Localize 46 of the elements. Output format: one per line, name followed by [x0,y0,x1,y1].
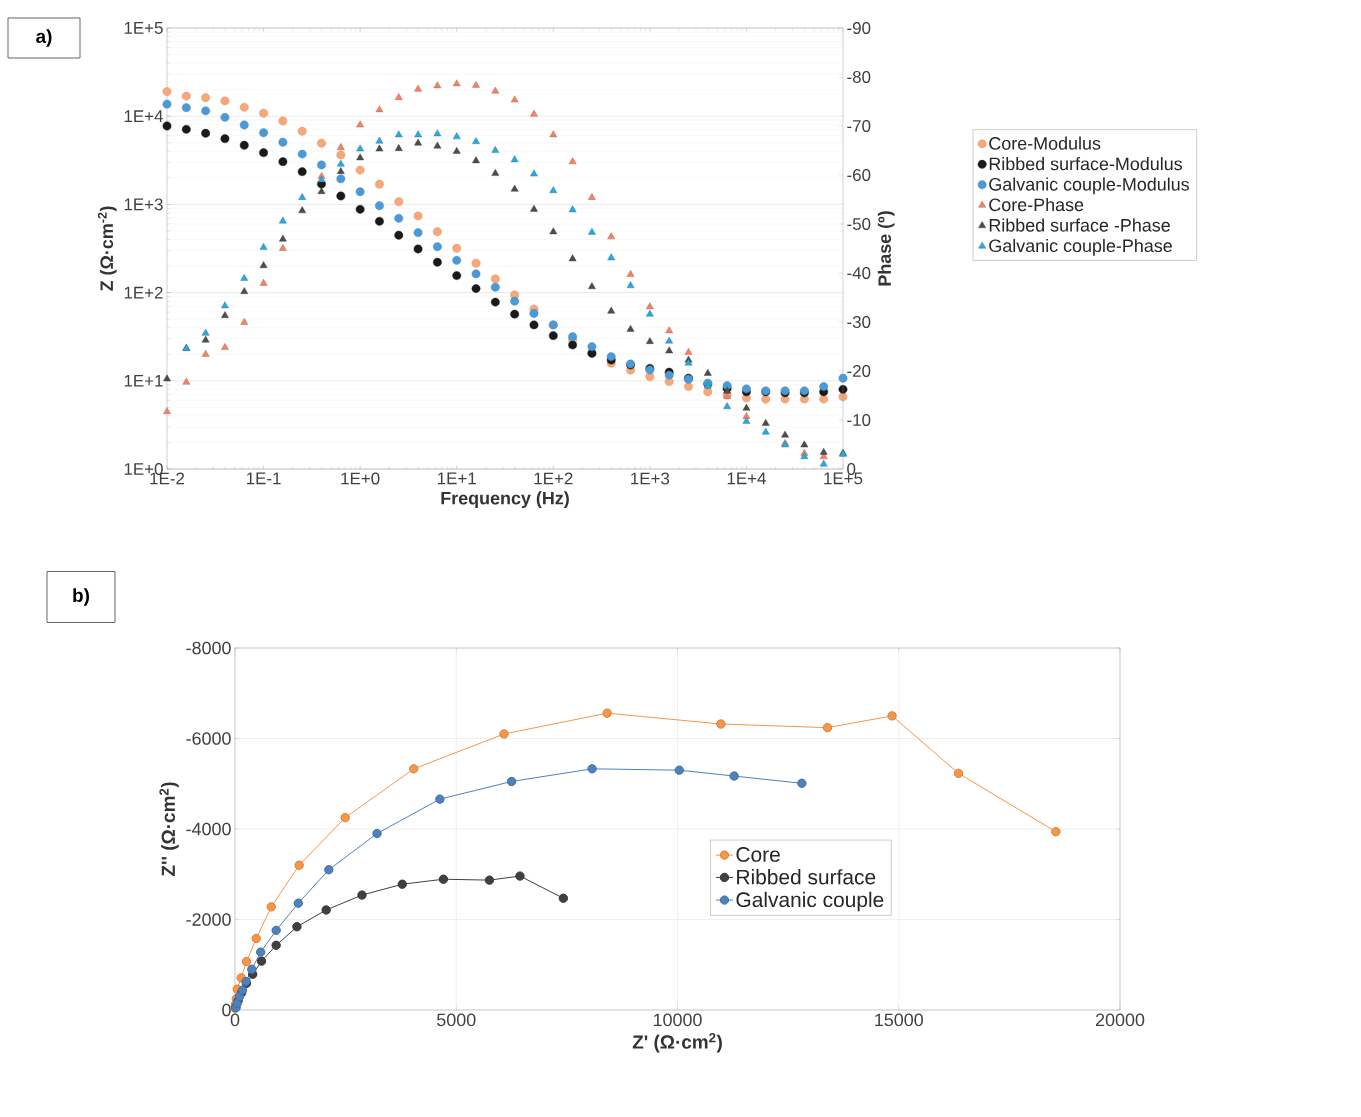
y2-tick-label: -40 [847,267,871,279]
text: a) [36,29,52,47]
y2-tick-label: -20 [847,365,871,377]
y-tick-label: -6000 [186,732,231,745]
legend-label: Ribbed surface-Modulus [989,157,1183,171]
legend-label: Core-Modulus [989,136,1101,150]
x-tick-label: 20000 [1095,1013,1145,1027]
x-axis-title: Frequency (Hz) [441,491,569,509]
legend-label: Galvanic couple-Phase [989,238,1172,256]
x-tick-label: 0 [230,1013,240,1027]
x-tick-label: 1E+3 [631,472,670,485]
y-tick-label: 1E+1 [124,374,163,387]
y2-tick-label: -90 [847,21,871,34]
x-tick-label: 15000 [875,1013,923,1027]
x-axis-title: Z' (Ω·cm$^{2}$) [632,1033,722,1053]
legend-label: Ribbed surface -Phase [989,218,1170,232]
y-tick-label: 1E+2 [124,286,163,299]
y-tick-label: 1E+4 [124,110,163,123]
y-tick-label: -4000 [186,822,231,836]
x-tick-label: 1E+2 [534,472,573,485]
y2-tick-label: -50 [847,218,871,230]
x-tick-label: 5000 [437,1013,476,1027]
y-tick-label: -8000 [186,641,231,655]
y2-axis-title: Phase (º) [877,211,895,286]
y2-tick-label: -30 [847,316,871,328]
y-tick-label: 0 [222,1003,231,1017]
legend-label: Core [736,847,780,862]
y2-tick-label: -60 [847,169,871,181]
x-tick-label: 1E-1 [246,472,281,485]
y-axis-title: Z (Ω·cm$^{-2}$) [97,206,117,291]
x-tick-label: 1E+0 [341,472,380,485]
text: b) [73,588,89,606]
x-tick-label: 10000 [653,1013,702,1027]
y2-tick-label: -70 [847,120,871,132]
x-tick-label: 1E+1 [438,472,476,485]
legend-label: Galvanic couple [736,891,884,912]
legend-label: Core-Phase [989,197,1084,212]
y2-tick-label: -80 [847,71,871,83]
legend-label: Galvanic couple-Modulus [989,177,1189,195]
y2-tick-label: -10 [847,414,871,426]
y-tick-label: 1E+3 [124,198,163,211]
y-tick-label: 1E+5 [124,22,163,34]
y-axis-title: Z'' (Ω·cm$^{2}$) [159,782,179,877]
y-tick-label: -2000 [186,913,231,926]
x-tick-label: 1E+4 [727,472,766,485]
legend-label: Ribbed surface [737,869,876,885]
